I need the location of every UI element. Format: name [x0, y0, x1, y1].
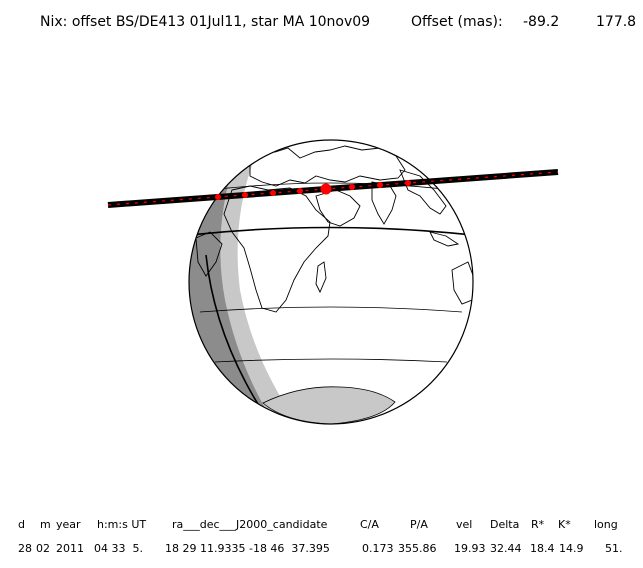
track-dot	[270, 190, 276, 196]
cell-delta: 32.44	[490, 542, 522, 555]
track-dot	[377, 182, 383, 188]
globe-outline	[188, 139, 474, 425]
col-long: long	[594, 518, 618, 531]
cell-rstar: 18.4	[530, 542, 555, 555]
cell-long: 51.	[605, 542, 623, 555]
cell-year: 2011	[56, 542, 84, 555]
col-m: m	[40, 518, 51, 531]
cell-ca: 0.173	[362, 542, 394, 555]
col-delta: Delta	[490, 518, 520, 531]
cell-m: 02	[36, 542, 50, 555]
offset-value-ra: -89.2	[523, 14, 560, 30]
globe-ocean	[189, 140, 473, 424]
col-rstar: R*	[531, 518, 545, 531]
offset-label: Offset (mas):	[411, 14, 503, 30]
offset-value-dec: 177.8	[596, 14, 637, 30]
cell-d: 28	[18, 542, 32, 555]
indonesia-outline	[429, 231, 460, 247]
col-d: d	[18, 518, 25, 531]
col-vel: vel	[456, 518, 473, 531]
cell-radec: 18 29 11.9335 -18 46 37.395	[165, 542, 330, 555]
cell-kstar: 14.9	[559, 542, 584, 555]
latitude-line	[199, 306, 463, 313]
center-point	[320, 183, 332, 195]
col-pa: P/A	[410, 518, 428, 531]
col-year: year	[56, 518, 81, 531]
latitude-line	[209, 182, 453, 191]
col-ca: C/A	[360, 518, 379, 531]
latitude-line	[214, 358, 448, 363]
track-dot	[242, 192, 248, 198]
india-outline	[371, 181, 397, 225]
track-dots	[215, 180, 411, 200]
equator-line	[189, 226, 473, 236]
plot-title: Nix: offset BS/DE413 01Jul11, star MA 10…	[40, 14, 371, 30]
col-time: h:m:s UT	[97, 518, 147, 531]
cell-time: 04 33 5.	[94, 542, 143, 555]
col-kstar: K*	[558, 518, 571, 531]
arabia-outline	[315, 189, 361, 227]
cell-pa: 355.86	[398, 542, 437, 555]
track-dot	[405, 180, 411, 186]
track-dot	[349, 184, 355, 190]
col-radec: ra___dec___J2000_candidate	[172, 518, 328, 531]
track-dot	[297, 188, 303, 194]
south-america-outline	[195, 231, 223, 277]
night-region	[189, 160, 285, 424]
shadow-track-centerline	[107, 171, 559, 206]
madagascar-outline	[315, 261, 327, 294]
terminator-line	[205, 254, 269, 421]
cell-vel: 19.93	[454, 542, 486, 555]
track-dot	[215, 194, 221, 200]
